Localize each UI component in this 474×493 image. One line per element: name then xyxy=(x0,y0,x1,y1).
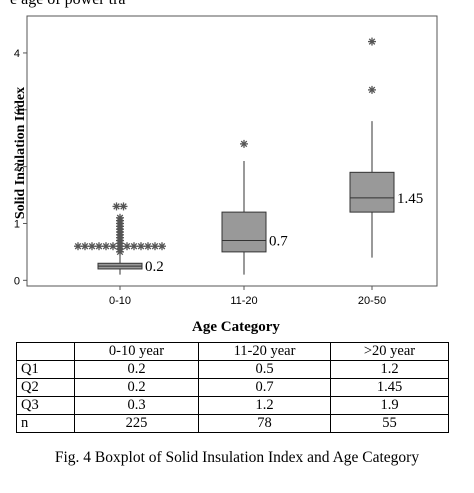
outlier-point xyxy=(95,242,103,251)
outlier-point xyxy=(112,202,121,211)
outlier-point xyxy=(123,242,131,251)
box-0-10: 0.2 xyxy=(74,202,166,275)
table-header-cell: >20 year xyxy=(330,342,449,361)
outlier-point xyxy=(368,85,376,94)
x-axis: 0-10 11-20 20-50 xyxy=(109,286,386,307)
table-row-label: Q3 xyxy=(16,396,75,415)
outlier-point xyxy=(74,242,82,251)
box-11-20: 0.7 xyxy=(221,139,288,275)
outlier-point xyxy=(158,242,166,251)
y-tick-label: 0 xyxy=(14,275,20,287)
quartile-table: 0-10 year 11-20 year >20 year Q1 0.2 0.5 1.2 Q2… xyxy=(16,342,449,433)
table-cell: 1.2 xyxy=(198,396,331,415)
table-header-cell xyxy=(16,342,75,361)
outlier-point xyxy=(240,139,248,148)
table-cell: 225 xyxy=(74,414,199,433)
y-axis-title: Solid Insulation Index xyxy=(13,87,28,219)
table-row-label: Q2 xyxy=(16,378,75,397)
median-label: 0.7 xyxy=(269,234,288,250)
table-cell: 1.45 xyxy=(330,378,449,397)
median-label: 0.2 xyxy=(145,259,164,275)
outlier-point xyxy=(81,242,89,251)
box-20-50: 1.45 xyxy=(349,37,423,258)
table-cell: 1.2 xyxy=(330,360,449,379)
outlier-point xyxy=(116,213,124,222)
table-row: Q3 0.3 1.2 1.9 xyxy=(16,396,449,415)
figure-caption: Fig. 4 Boxplot of Solid Insulation Index… xyxy=(54,449,420,466)
table-header-cell: 0-10 year xyxy=(74,342,199,361)
table-cell: 1.9 xyxy=(330,396,449,415)
table-row-label: n xyxy=(16,414,75,433)
x-axis-title: Age Category xyxy=(192,319,280,335)
boxplot-chart: 0 1 2 3 4 0-10 11-20 20-50 0.2 0.7 1.45 Solid In… xyxy=(13,15,438,335)
outlier-point xyxy=(144,242,152,251)
boxes-group: 0.2 0.7 1.45 xyxy=(74,37,423,275)
plot-frame xyxy=(26,15,438,287)
median-label: 1.45 xyxy=(397,191,423,207)
table-cell: 0.7 xyxy=(198,378,331,397)
y-tick-label: 1 xyxy=(14,218,20,230)
table-row: n 225 78 55 xyxy=(16,414,449,433)
table-row: Q2 0.2 0.7 1.45 xyxy=(16,378,449,397)
x-tick-label: 20-50 xyxy=(358,295,386,307)
outlier-point xyxy=(151,242,159,251)
outlier-point xyxy=(368,37,376,46)
outlier-point xyxy=(88,242,96,251)
table-header-cell: 11-20 year xyxy=(198,342,331,361)
outlier-point xyxy=(137,242,145,251)
x-tick-label: 0-10 xyxy=(109,295,131,307)
table-cell: 0.3 xyxy=(74,396,199,415)
table-cell: 55 xyxy=(330,414,449,433)
y-tick-label: 3 xyxy=(14,105,20,117)
outlier-point xyxy=(119,202,128,211)
y-tick-label: 2 xyxy=(14,162,20,174)
table-row-label: Q1 xyxy=(16,360,75,379)
y-axis: 0 1 2 3 4 xyxy=(14,48,27,287)
x-tick-label: 11-20 xyxy=(230,295,257,307)
outlier-point xyxy=(109,242,117,251)
header-text-fragment: e age of power tra xyxy=(10,0,126,9)
table-header-row: 0-10 year 11-20 year >20 year xyxy=(16,342,449,361)
table-cell: 78 xyxy=(198,414,331,433)
outlier-point xyxy=(102,242,110,251)
table-cell: 0.2 xyxy=(74,378,199,397)
y-tick-label: 4 xyxy=(14,48,20,60)
outlier-point xyxy=(130,242,138,251)
table-cell: 0.5 xyxy=(198,360,331,379)
box-iqr xyxy=(221,211,267,253)
table-cell: 0.2 xyxy=(74,360,199,379)
table-row: Q1 0.2 0.5 1.2 xyxy=(16,360,449,379)
box-iqr xyxy=(349,171,395,213)
